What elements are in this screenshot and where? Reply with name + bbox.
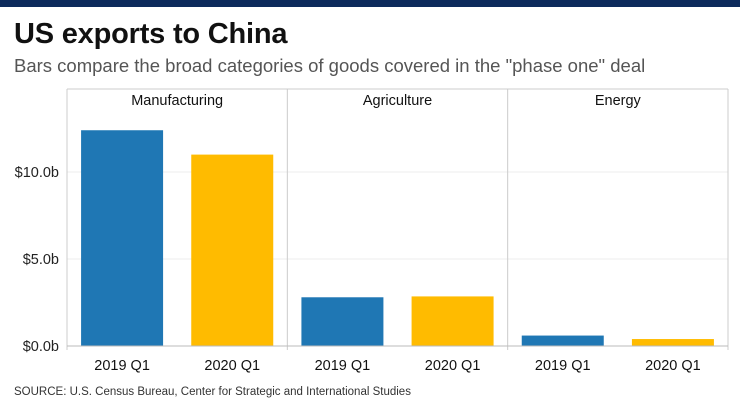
panel-title: Agriculture	[363, 93, 432, 109]
y-tick-label: $10.0b	[15, 165, 59, 181]
source-note: SOURCE: U.S. Census Bureau, Center for S…	[14, 386, 411, 398]
x-tick-label: 2019 Q1	[94, 358, 150, 374]
x-tick-label: 2019 Q1	[535, 358, 591, 374]
bar	[411, 296, 494, 346]
bar	[631, 339, 714, 346]
x-tick-label: 2020 Q1	[645, 358, 701, 374]
y-tick-label: $5.0b	[23, 252, 59, 268]
panel-title: Manufacturing	[131, 93, 223, 109]
x-tick-label: 2020 Q1	[204, 358, 260, 374]
faceted-bar-chart: $0.0b $5.0b $10.0b Manufacturing 2019 Q1 2020…	[15, 88, 729, 374]
bar	[521, 335, 604, 346]
top-accent-bar	[0, 0, 740, 7]
chart-title: US exports to China	[14, 18, 288, 50]
y-tick-label: $0.0b	[23, 339, 59, 355]
panel-title: Energy	[595, 93, 642, 109]
bar	[191, 154, 274, 346]
bar	[81, 130, 164, 346]
x-tick-label: 2019 Q1	[315, 358, 371, 374]
x-tick-label: 2020 Q1	[425, 358, 481, 374]
chart-subtitle: Bars compare the broad categories of goo…	[14, 55, 646, 76]
bar	[301, 297, 384, 346]
